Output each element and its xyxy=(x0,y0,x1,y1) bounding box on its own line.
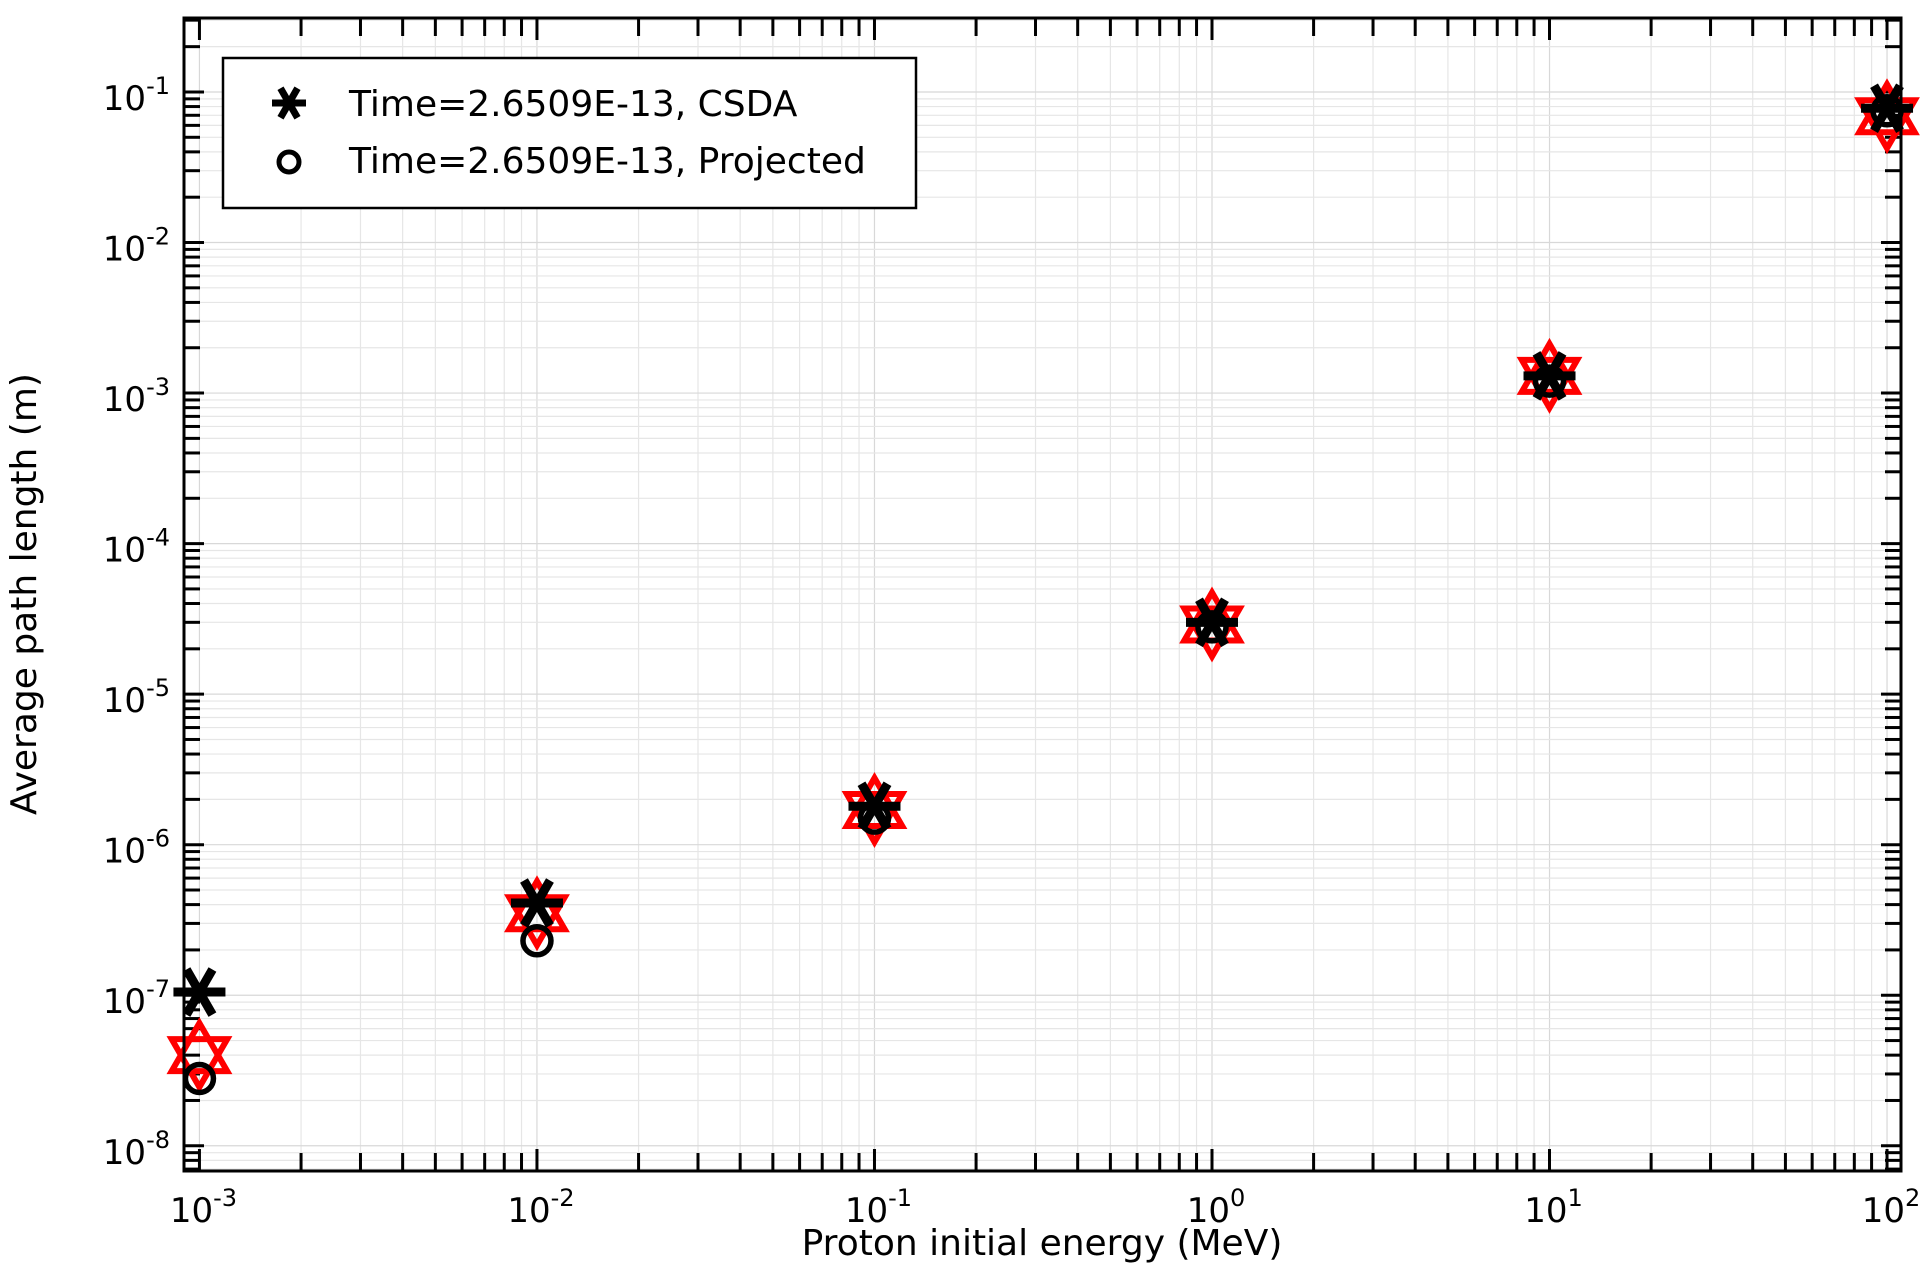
x-tick-label: 101 xyxy=(1524,1184,1583,1231)
x-axis-label: Proton initial energy (MeV) xyxy=(802,1223,1283,1264)
y-tick-label: 10-2 xyxy=(103,223,170,270)
asterisk-stroke xyxy=(1532,351,1567,401)
x-tick-label: 102 xyxy=(1862,1184,1921,1231)
asterisk-stroke xyxy=(277,86,301,120)
y-tick-label: 10-7 xyxy=(103,975,170,1022)
legend-circle-icon xyxy=(276,149,302,175)
circle-marker xyxy=(1195,610,1229,644)
x-tick-label: 100 xyxy=(1187,1184,1246,1231)
circle-point xyxy=(520,924,554,958)
legend-asterisk-icon xyxy=(272,86,306,120)
x-tick-label: 10-3 xyxy=(170,1184,237,1231)
asterisk-stroke xyxy=(1870,83,1904,133)
asterisk-stroke xyxy=(520,878,554,928)
y-tick-label: 10-3 xyxy=(103,373,170,420)
hexagram-triangle-down xyxy=(166,1036,233,1094)
x-tick-label: 10-2 xyxy=(507,1184,574,1231)
y-tick-label: 10-6 xyxy=(103,825,170,872)
y-tick-label: 10-5 xyxy=(103,674,170,721)
y-tick-label: 10-8 xyxy=(103,1126,170,1173)
hexagram-point xyxy=(166,1017,233,1094)
asterisk-point xyxy=(173,967,226,1017)
plot-frame xyxy=(182,16,1903,1173)
circle-marker xyxy=(520,924,554,958)
y-tick-label: 10-4 xyxy=(103,524,170,571)
x-tick-label: 10-1 xyxy=(845,1184,912,1231)
grid-lines xyxy=(183,18,1901,1171)
asterisk-stroke xyxy=(857,781,892,832)
hexagram-triangle-up xyxy=(166,1017,233,1075)
circle-point xyxy=(1195,610,1229,644)
tick-labels: 10-3 10-2 10-1 100 101 102 10-8 10-7 10-6 10-5 10-… xyxy=(103,72,1921,1231)
asterisk-point xyxy=(848,781,901,832)
hexagram-triangle-up xyxy=(1516,337,1583,395)
legend-box xyxy=(221,56,918,210)
asterisk-point xyxy=(510,878,563,928)
circle-marker xyxy=(276,149,302,175)
data-markers xyxy=(166,78,1920,1096)
legend-label-projected: Time=2.6509E-13, Projected xyxy=(348,141,866,182)
asterisk-point xyxy=(1861,83,1914,133)
legend-label-csda: Time=2.6509E-13, CSDA xyxy=(348,84,798,125)
axis-ticks xyxy=(182,18,1901,1171)
asterisk-point xyxy=(1185,597,1238,648)
y-axis-label: Average path length (m) xyxy=(4,373,45,815)
legend: Time=2.6509E-13, CSDA Time=2.6509E-13, P… xyxy=(221,56,918,210)
asterisk-stroke xyxy=(1195,597,1229,648)
asterisk-point xyxy=(1523,351,1576,401)
asterisk-stroke xyxy=(182,967,217,1017)
y-tick-label: 10-1 xyxy=(103,72,170,119)
